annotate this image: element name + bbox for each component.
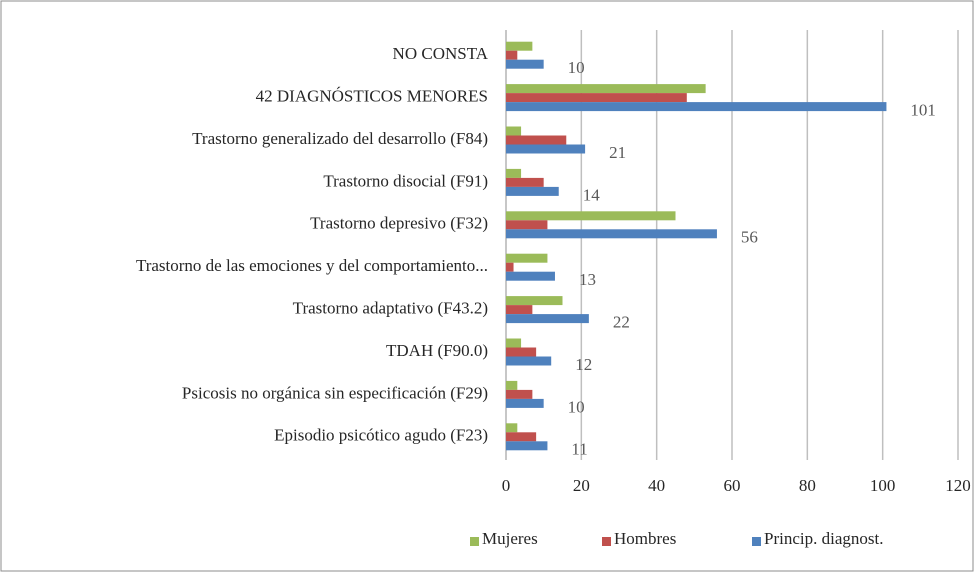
bar [506,229,717,239]
bar [506,338,522,348]
bar [506,314,589,324]
y-tick-label: 42 DIAGNÓSTICOS MENORES [256,87,488,106]
bar [506,211,676,221]
bar [506,262,514,272]
y-tick-label: Trastorno adaptativo (F43.2) [293,299,488,318]
y-tick-label: NO CONSTA [393,44,489,63]
bar [506,253,548,263]
bar [506,135,567,145]
bar [506,144,586,154]
data-label: 10 [568,397,585,416]
y-tick-label: Trastorno de las emociones y del comport… [136,256,488,275]
legend-swatch [752,537,761,546]
x-tick-label: 20 [573,476,590,495]
bar [506,356,552,366]
data-label: 56 [741,228,758,247]
bar [506,126,522,136]
bar [506,59,544,69]
x-tick-label: 80 [799,476,816,495]
legend-label: Princip. diagnost. [764,529,883,548]
bar [506,177,544,187]
data-label: 22 [613,313,630,332]
bar [506,441,548,451]
x-tick-label: 120 [945,476,971,495]
data-label: 12 [575,355,592,374]
x-tick-label: 40 [648,476,665,495]
data-label: 14 [583,185,601,204]
y-tick-label: TDAH (F90.0) [386,341,488,360]
bar [506,41,533,51]
legend-swatch [602,537,611,546]
y-tick-label: Trastorno disocial (F91) [323,171,488,190]
bar [506,305,533,315]
y-tick-label: Trastorno depresivo (F32) [310,214,488,233]
bar [506,398,544,408]
bar [506,271,555,281]
bar [506,93,687,103]
x-tick-label: 0 [502,476,511,495]
bar [506,423,518,433]
data-label: 101 [910,101,936,120]
bar [506,168,522,178]
y-tick-label: Trastorno generalizado del desarrollo (F… [192,129,488,148]
y-tick-label: Episodio psicótico agudo (F23) [274,426,488,445]
x-tick-label: 60 [724,476,741,495]
y-tick-label: Psicosis no orgánica sin especificación … [182,383,488,402]
legend-label: Mujeres [482,529,538,548]
bar [506,84,706,94]
bar [506,50,518,60]
bar [506,347,537,357]
data-label: 21 [609,143,626,162]
data-label: 13 [579,270,596,289]
bar [506,220,548,230]
bar [506,389,533,399]
bar [506,296,563,306]
bar [506,102,887,112]
legend-swatch [470,537,479,546]
data-label: 10 [568,58,585,77]
legend-label: Hombres [614,529,676,548]
x-tick-label: 100 [870,476,896,495]
data-label: 11 [571,440,587,459]
bar [506,380,518,390]
bar [506,432,537,442]
bar [506,186,559,196]
